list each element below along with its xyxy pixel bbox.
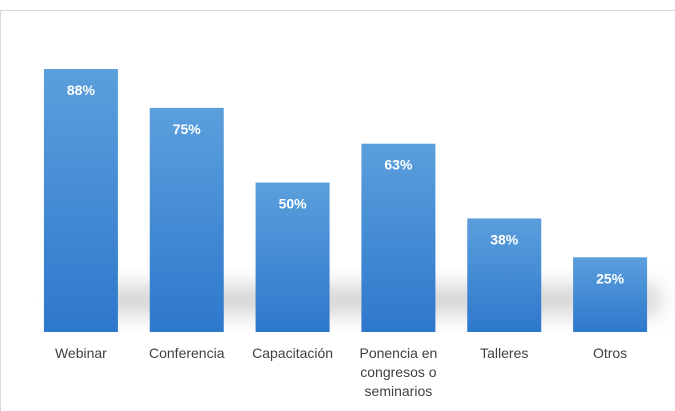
value-label: 50% <box>279 196 308 212</box>
value-label: 25% <box>596 270 625 286</box>
value-label: 75% <box>173 121 202 137</box>
bar <box>573 257 648 332</box>
x-tick-label: Capacitación <box>252 345 334 361</box>
x-tick-label: Talleres <box>480 345 529 361</box>
x-tick-label: Ponencia en congresos o seminarios <box>359 345 438 399</box>
chart-frame <box>0 10 675 411</box>
bar <box>43 69 118 332</box>
bar <box>255 182 330 332</box>
value-label: 88% <box>67 82 96 98</box>
bar <box>361 143 436 332</box>
x-tick-label: Otros <box>592 345 628 361</box>
bar <box>467 218 542 332</box>
bar <box>149 107 224 333</box>
x-tick-label: Conferencia <box>149 345 225 361</box>
x-tick-label: Webinar <box>54 345 107 361</box>
value-label: 38% <box>490 231 519 247</box>
value-label: 63% <box>384 157 413 173</box>
